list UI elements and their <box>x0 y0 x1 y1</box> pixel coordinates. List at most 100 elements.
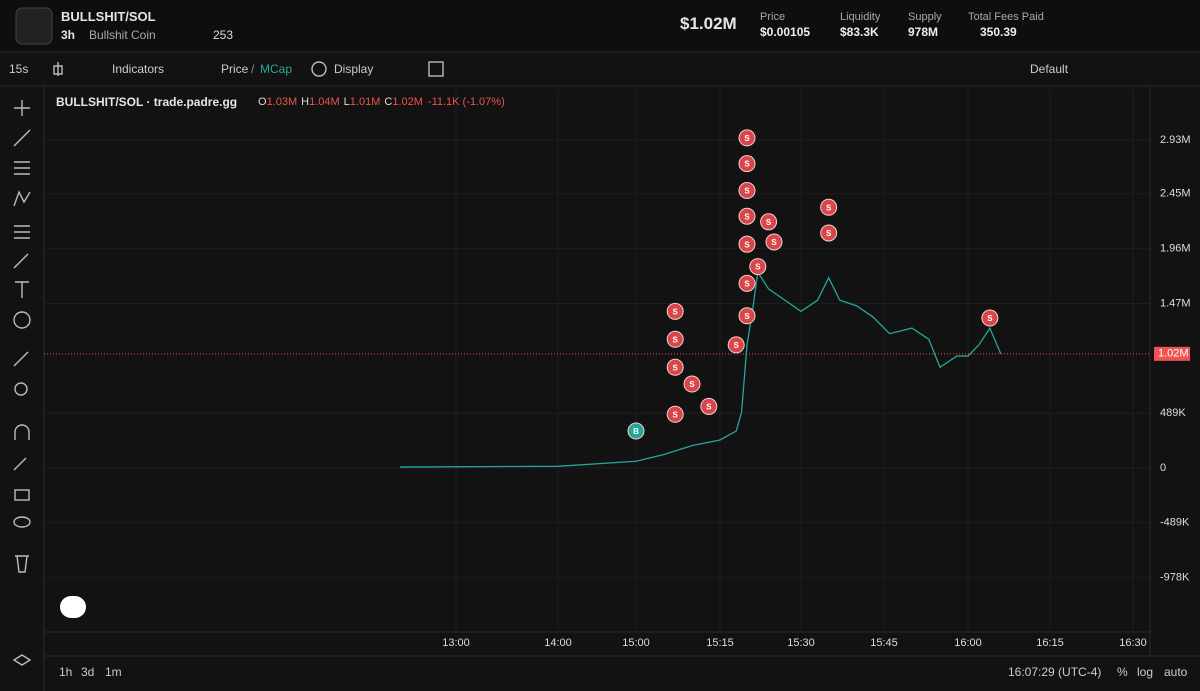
ohlc: O1.03M H1.04M L1.01M C1.02M -11.1K (-1.07%) <box>254 96 505 108</box>
marker-label: S <box>766 218 772 227</box>
token-logo[interactable] <box>15 7 53 45</box>
y-tick-label: -489K <box>1160 517 1190 529</box>
stat-label: Total Fees Paid <box>968 11 1044 23</box>
clock: 16:07:29 (UTC-4) <box>1008 665 1102 679</box>
chart-title: BULLSHIT/SOL · trade.padre.gg <box>56 95 238 109</box>
trade-marker[interactable]: S <box>738 155 756 173</box>
separator: / <box>251 62 255 76</box>
marker-dot <box>666 358 684 376</box>
marker-dot <box>627 422 645 440</box>
tool-icons <box>12 61 444 666</box>
trade-marker[interactable]: S <box>666 330 684 348</box>
marker-label: S <box>826 203 832 212</box>
stat-value: 350.39 <box>980 25 1017 39</box>
ohlc-change: -11.1K (-1.07%) <box>427 96 505 108</box>
trade-marker[interactable]: S <box>749 258 767 276</box>
trade-marker[interactable]: S <box>760 213 778 231</box>
y-tick-label: 489K <box>1160 407 1186 419</box>
x-tick-label: 16:15 <box>1036 637 1064 649</box>
y-tick-label: 2.45M <box>1160 188 1191 200</box>
marker-dot <box>765 233 783 251</box>
x-tick-label: 15:45 <box>870 637 898 649</box>
last-price-box <box>1154 346 1190 361</box>
marker-label: S <box>673 335 679 344</box>
ohlc-key: O <box>258 96 267 108</box>
mcap-toggle[interactable]: MCap <box>260 62 293 76</box>
scale-option: log <box>1137 665 1154 679</box>
symbol: BULLSHIT/SOL <box>61 9 156 24</box>
marker-dot <box>738 235 756 253</box>
marker-dot <box>700 397 718 415</box>
marker-label: S <box>706 403 712 412</box>
trade-marker[interactable]: S <box>738 235 756 253</box>
header-bg <box>0 0 1200 52</box>
ohlc-value: 1.04M <box>309 96 340 108</box>
range: 1m <box>105 665 122 679</box>
marker-dot <box>738 274 756 292</box>
interval[interactable]: 15s <box>9 62 29 76</box>
marker-dot <box>738 207 756 225</box>
trade-marker[interactable]: S <box>666 405 684 423</box>
y-tick-label: 2.93M <box>1160 134 1191 146</box>
trade-marker[interactable]: S <box>666 358 684 376</box>
ohlc-key: H <box>301 96 310 108</box>
stat-label: Liquidity <box>840 11 881 23</box>
trade-marker[interactable]: S <box>700 397 718 415</box>
age: 3h <box>61 28 76 42</box>
marker-label: S <box>744 134 750 143</box>
y-tick-label: 1.47M <box>1160 297 1191 309</box>
scale-option: auto <box>1164 665 1188 679</box>
marker-label: S <box>673 307 679 316</box>
marker-label: B <box>633 427 639 436</box>
price-toggle[interactable]: Price <box>221 62 249 76</box>
marker-dot <box>666 405 684 423</box>
y-tick-label: 0 <box>1160 462 1166 474</box>
trade-marker[interactable]: S <box>727 336 745 354</box>
trade-marker[interactable]: S <box>765 233 783 251</box>
layout[interactable]: Default <box>1030 62 1069 76</box>
indicators[interactable]: Indicators <box>112 62 165 76</box>
stat-label: Price <box>760 11 786 23</box>
trade-marker[interactable]: S <box>738 274 756 292</box>
marker-label: S <box>771 238 777 247</box>
trade-marker[interactable]: B <box>627 422 645 440</box>
display[interactable]: Display <box>334 62 374 76</box>
marker-label: S <box>673 363 679 372</box>
x-tick-label: 15:15 <box>706 637 734 649</box>
trade-marker[interactable]: S <box>820 224 838 242</box>
trade-marker[interactable]: S <box>666 302 684 320</box>
ohlc-value: 1.01M <box>349 96 381 108</box>
trade-marker[interactable]: S <box>738 181 756 199</box>
marker-dot <box>981 309 999 327</box>
marker-dot <box>666 330 684 348</box>
price-line <box>399 270 1002 468</box>
scale-option: % <box>1117 665 1128 679</box>
trade-marker[interactable]: S <box>738 207 756 225</box>
ohlc-key: C <box>384 96 393 108</box>
x-tick-label: 13:00 <box>442 637 470 649</box>
marker-label: S <box>744 187 750 196</box>
marker-label: S <box>987 314 993 323</box>
trade-marker[interactable]: S <box>981 309 999 327</box>
x-tick-label: 15:30 <box>787 637 815 649</box>
trade-marker[interactable]: S <box>738 129 756 147</box>
marker-label: S <box>744 212 750 221</box>
tv-logo[interactable] <box>60 596 86 618</box>
marker-label: S <box>744 160 750 169</box>
marker-dot <box>683 375 701 393</box>
x-tick-label: 15:00 <box>622 637 650 649</box>
marker-dot <box>738 181 756 199</box>
trade-marker[interactable]: S <box>683 375 701 393</box>
range: 1h <box>59 665 73 679</box>
watchers: 253 <box>213 28 234 42</box>
trade-marker[interactable]: S <box>738 307 756 325</box>
y-tick-label: -978K <box>1160 571 1190 583</box>
ohlc-key: L <box>343 96 350 108</box>
marker-dot <box>738 307 756 325</box>
x-tick-label: 14:00 <box>544 637 572 649</box>
marker-label: S <box>744 312 750 321</box>
marker-label: S <box>744 279 750 288</box>
marker-label: S <box>734 341 740 350</box>
trade-marker[interactable]: S <box>820 198 838 216</box>
